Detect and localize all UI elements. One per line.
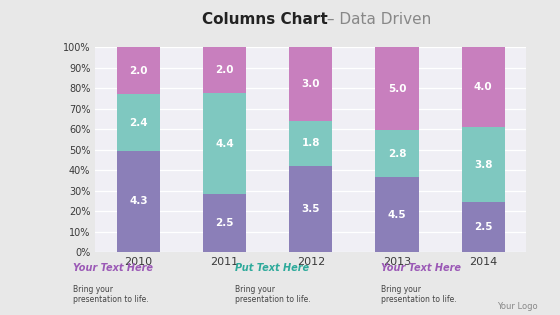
Text: 3.8: 3.8 (474, 159, 493, 169)
Text: 4.5: 4.5 (388, 209, 407, 220)
Text: 4.3: 4.3 (129, 196, 148, 206)
Text: 4.4: 4.4 (215, 139, 234, 149)
Text: Bring your
presentation to life.: Bring your presentation to life. (235, 285, 311, 304)
Text: Your Text Here: Your Text Here (73, 263, 153, 273)
Bar (461, 127, 505, 202)
Text: 5.0: 5.0 (388, 84, 407, 94)
Bar (203, 93, 246, 194)
Text: Columns Chart: Columns Chart (202, 12, 328, 27)
Bar (116, 151, 160, 252)
Text: 2.5: 2.5 (474, 222, 493, 232)
Bar (289, 166, 333, 252)
Bar (461, 202, 505, 252)
Bar (116, 94, 160, 151)
Bar (375, 47, 419, 130)
Text: 2.0: 2.0 (215, 65, 234, 75)
Text: 4.0: 4.0 (474, 82, 493, 92)
Text: Your Text Here: Your Text Here (381, 263, 461, 273)
Text: – Data Driven: – Data Driven (322, 12, 431, 27)
Bar (375, 177, 419, 252)
Text: 3.0: 3.0 (301, 79, 320, 89)
Text: Bring your
presentation to life.: Bring your presentation to life. (381, 285, 456, 304)
Text: 3.5: 3.5 (301, 204, 320, 214)
Text: 2.0: 2.0 (129, 66, 148, 76)
Bar (289, 121, 333, 166)
Bar (203, 194, 246, 252)
Text: 2.4: 2.4 (129, 117, 148, 128)
Text: Put Text Here: Put Text Here (235, 263, 309, 273)
Text: Your Logo: Your Logo (497, 302, 538, 311)
Bar (203, 47, 246, 93)
Text: 1.8: 1.8 (301, 139, 320, 148)
Text: 2.8: 2.8 (388, 149, 407, 159)
Bar (116, 47, 160, 94)
Bar (375, 130, 419, 177)
Bar (289, 47, 333, 121)
Text: 2.5: 2.5 (215, 218, 234, 228)
Text: Bring your
presentation to life.: Bring your presentation to life. (73, 285, 148, 304)
Bar (461, 47, 505, 127)
